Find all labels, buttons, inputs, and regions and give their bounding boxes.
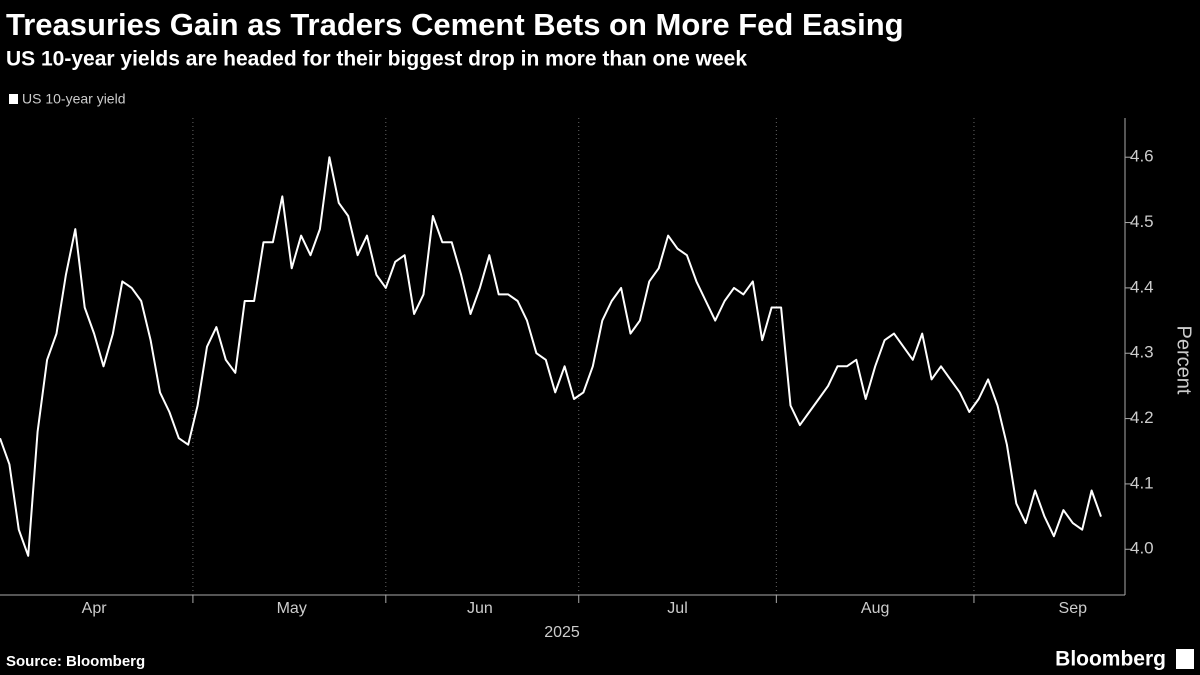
legend-label: US 10-year yield <box>22 91 126 107</box>
x-tick-label: May <box>277 600 307 617</box>
x-tick-label: Jun <box>467 600 493 617</box>
series-line <box>0 156 1102 557</box>
y-tick-label: 4.1 <box>1130 473 1154 492</box>
brand: Bloomberg <box>1055 648 1166 671</box>
chart-title: Treasuries Gain as Traders Cement Bets o… <box>6 7 904 42</box>
y-tick-label: 4.2 <box>1130 408 1154 427</box>
y-tick-label: 4.0 <box>1130 539 1154 558</box>
brand-icon <box>1176 649 1194 669</box>
y-tick-label: 4.3 <box>1130 343 1154 362</box>
x-tick-label: Aug <box>861 600 889 617</box>
x-tick-label: Apr <box>82 600 108 617</box>
source: Source: Bloomberg <box>6 653 145 670</box>
legend-swatch <box>9 94 18 104</box>
y-tick-label: 4.6 <box>1130 147 1154 166</box>
y-tick-label: 4.5 <box>1130 212 1154 231</box>
y-axis-label: Percent <box>1173 326 1195 395</box>
chart-subtitle: US 10-year yields are headed for their b… <box>6 48 747 71</box>
x-tick-label: Sep <box>1059 600 1088 617</box>
x-tick-label: Jul <box>667 600 687 617</box>
x-axis-label: 2025 <box>544 624 580 641</box>
y-tick-label: 4.4 <box>1130 277 1154 296</box>
